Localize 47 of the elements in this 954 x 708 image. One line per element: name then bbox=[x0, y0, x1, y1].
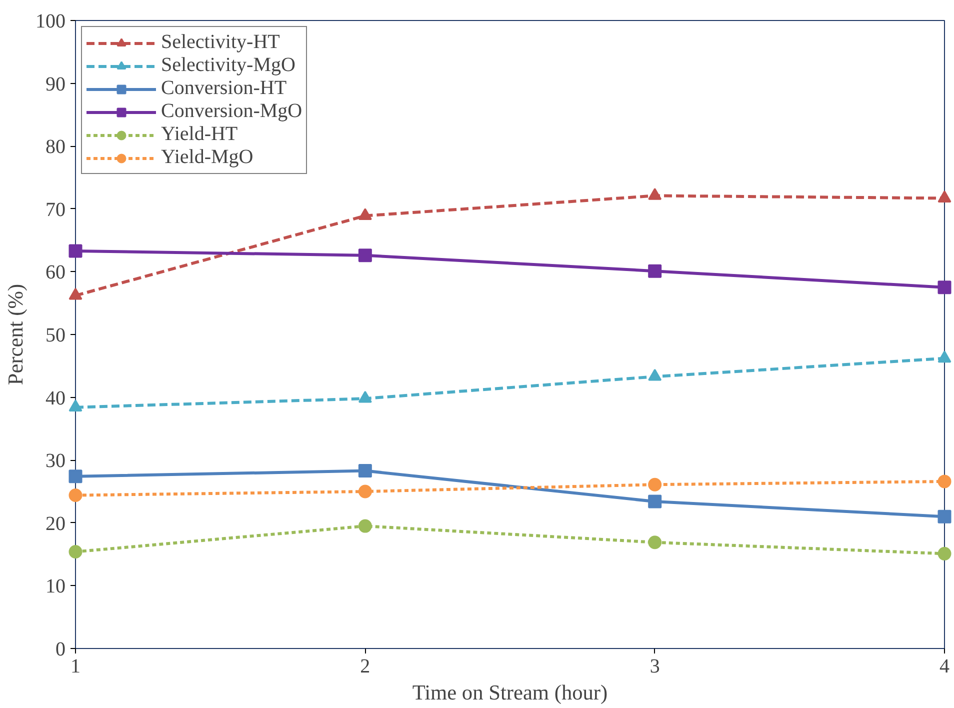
y-tick-label: 100 bbox=[36, 10, 66, 32]
y-tick-label: 30 bbox=[46, 450, 66, 472]
y-axis-title: Percent (%) bbox=[4, 284, 28, 386]
x-tick-label: 1 bbox=[70, 656, 80, 678]
point bbox=[68, 545, 82, 559]
point bbox=[938, 546, 952, 560]
point bbox=[68, 288, 82, 300]
x-tick-label: 2 bbox=[360, 656, 370, 678]
y-tick-label: 60 bbox=[46, 262, 66, 284]
point bbox=[358, 208, 372, 220]
y-tick-label: 80 bbox=[46, 136, 66, 158]
point bbox=[938, 190, 952, 202]
point bbox=[648, 478, 662, 492]
point bbox=[938, 350, 952, 363]
y-tick-label: 50 bbox=[46, 324, 66, 346]
legend-label: Selectivity-MgO bbox=[161, 54, 296, 77]
point bbox=[68, 400, 82, 412]
point bbox=[68, 488, 82, 502]
point bbox=[648, 368, 662, 381]
point bbox=[648, 536, 662, 550]
legend-label: Conversion-MgO bbox=[161, 100, 302, 123]
legend-label: Yield-MgO bbox=[161, 146, 254, 169]
point bbox=[648, 188, 662, 200]
legend-label: Conversion-HT bbox=[161, 77, 287, 100]
point bbox=[648, 264, 662, 278]
x-axis-title: Time on Stream (hour) bbox=[412, 680, 608, 704]
y-tick-label: 70 bbox=[46, 198, 66, 221]
point bbox=[68, 470, 82, 484]
legend-label: Yield-HT bbox=[161, 123, 238, 146]
point bbox=[938, 474, 952, 488]
y-tick-label: 40 bbox=[46, 387, 66, 410]
point bbox=[648, 494, 662, 508]
point bbox=[68, 244, 82, 258]
point bbox=[358, 390, 372, 403]
point bbox=[358, 248, 372, 262]
point bbox=[938, 280, 952, 294]
legend-label: Selectivity-HT bbox=[161, 31, 280, 54]
point bbox=[358, 484, 372, 498]
point bbox=[358, 464, 372, 478]
y-tick-label: 10 bbox=[46, 576, 66, 598]
point bbox=[358, 519, 372, 533]
y-tick-label: 0 bbox=[56, 638, 66, 660]
x-tick-label: 4 bbox=[940, 656, 950, 678]
y-tick-label: 20 bbox=[46, 512, 66, 535]
y-tick-label: 90 bbox=[46, 73, 66, 96]
x-tick-label: 3 bbox=[650, 656, 660, 678]
point bbox=[938, 510, 952, 524]
